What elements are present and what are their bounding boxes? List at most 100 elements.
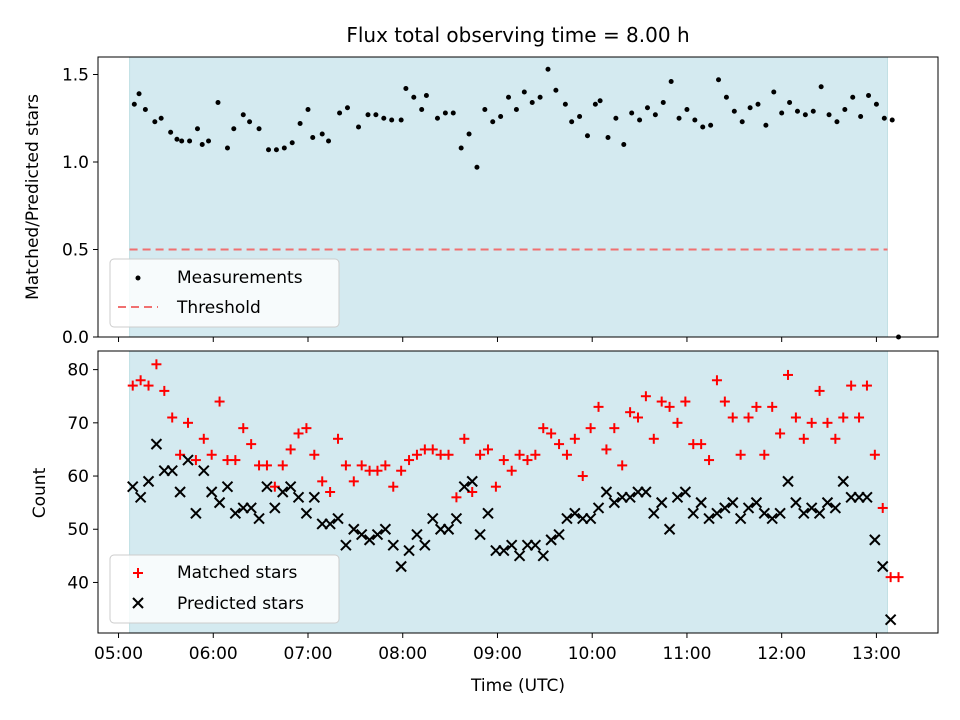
measurement-point xyxy=(450,110,456,116)
top-y-tick-label: 1.0 xyxy=(62,153,89,173)
predicted-star-point xyxy=(624,491,636,504)
top-y-tick-label: 0.0 xyxy=(62,328,89,348)
matched-star-point xyxy=(404,455,415,466)
measurement-point xyxy=(310,135,316,140)
measurement-point xyxy=(889,117,895,123)
matched-star-point xyxy=(806,417,817,428)
measurement-point xyxy=(676,115,682,121)
matched-star-point xyxy=(735,449,746,460)
matched-star-point xyxy=(506,465,517,476)
matched-star-point xyxy=(372,465,383,476)
measurement-point xyxy=(498,114,504,119)
measurement-point xyxy=(490,119,496,125)
measurement-point xyxy=(763,122,769,128)
predicted-star-point xyxy=(813,507,826,519)
x-tick-label: 06:00 xyxy=(189,644,238,664)
measurement-point xyxy=(179,138,185,144)
measurement-point xyxy=(569,119,575,125)
measurement-point xyxy=(562,101,568,107)
matched-star-point xyxy=(561,449,572,460)
predicted-star-point xyxy=(703,512,715,525)
matched-star-point xyxy=(664,401,675,412)
predicted-star-point xyxy=(348,523,360,535)
measurement-point xyxy=(826,112,832,118)
predicted-star-point xyxy=(782,475,794,488)
matched-star-point xyxy=(727,412,738,423)
predicted-star-point xyxy=(719,502,731,514)
measurement-point xyxy=(136,91,142,97)
bottom-legend: Matched stars Predicted stars xyxy=(109,554,340,624)
predicted-star-point xyxy=(758,507,771,519)
measurement-point xyxy=(365,112,371,118)
predicted-star-point xyxy=(371,528,384,541)
predicted-star-point xyxy=(561,512,573,525)
matched-star-point xyxy=(893,572,904,583)
measurement-point xyxy=(423,93,429,98)
measurement-point xyxy=(708,122,714,128)
matched-star-point xyxy=(593,401,604,412)
matched-star-point xyxy=(704,455,715,466)
predicted-star-point xyxy=(474,528,486,541)
predicted-star-point xyxy=(221,480,234,493)
matched-star-point xyxy=(159,385,170,396)
bottom-x-ticks: 05:00 06:00 07:00 08:00 09:00 10:00 11:00 12:00… xyxy=(94,633,901,664)
predicted-star-point xyxy=(877,560,889,573)
measurement-point xyxy=(273,147,279,153)
predicted-star-point xyxy=(805,502,818,514)
measurement-point xyxy=(652,112,658,118)
predicted-star-point xyxy=(663,523,676,535)
bottom-y-tick-label: 50 xyxy=(67,520,89,540)
measurement-point xyxy=(881,115,887,121)
top-x-ticks xyxy=(118,337,877,342)
predicted-star-point xyxy=(766,512,778,525)
matched-star-point xyxy=(585,423,596,434)
predicted-star-point xyxy=(403,544,415,557)
measurement-point xyxy=(755,101,761,107)
measurement-point xyxy=(537,94,543,100)
predicted-star-point xyxy=(395,560,407,573)
measurement-point xyxy=(131,101,137,107)
measurement-point xyxy=(474,164,480,170)
matched-star-point xyxy=(443,449,454,460)
measurement-point xyxy=(739,119,745,125)
measurement-point xyxy=(873,101,879,107)
predicted-star-point xyxy=(774,507,786,519)
measurement-point xyxy=(597,98,603,104)
matched-star-point xyxy=(246,439,257,450)
predicted-star-point xyxy=(134,491,147,504)
measurement-point xyxy=(266,147,272,153)
measurement-point xyxy=(142,107,148,112)
measurement-point xyxy=(199,142,205,147)
matched-star-point xyxy=(127,380,138,391)
top-legend-box xyxy=(109,258,340,328)
top-panel: 0.0 0.5 1.0 1.5 Flux total observing time =… xyxy=(23,23,939,348)
bottom-y-tick-label: 80 xyxy=(67,361,89,381)
predicted-star-point xyxy=(245,502,257,514)
predicted-star-point xyxy=(450,512,463,525)
matched-star-point xyxy=(538,423,549,434)
predicted-star-point xyxy=(608,496,621,509)
measurement-point xyxy=(779,110,785,116)
bottom-y-axis-label: Count xyxy=(30,467,50,518)
measurement-point xyxy=(605,135,611,140)
measurement-point xyxy=(660,100,666,105)
predicted-star-point xyxy=(127,480,139,493)
measurement-point xyxy=(842,107,848,112)
predicted-star-point xyxy=(213,496,226,509)
matched-star-point xyxy=(348,476,359,487)
legend-label-measurements: Measurements xyxy=(177,268,303,288)
matched-star-point xyxy=(861,380,872,391)
matched-star-point xyxy=(822,417,833,428)
matched-star-point xyxy=(143,380,154,391)
measurement-point xyxy=(810,108,816,114)
top-y-tick-label: 0.5 xyxy=(62,241,89,261)
x-tick-label: 07:00 xyxy=(284,644,333,664)
measurement-point xyxy=(305,107,311,112)
matched-star-point xyxy=(617,460,628,471)
predicted-star-point xyxy=(837,475,849,488)
measurement-point xyxy=(621,142,627,147)
bottom-y-tick-label: 60 xyxy=(67,467,89,487)
measurement-point xyxy=(637,117,643,123)
x-tick-label: 13:00 xyxy=(852,644,901,664)
measurement-point xyxy=(521,89,527,95)
